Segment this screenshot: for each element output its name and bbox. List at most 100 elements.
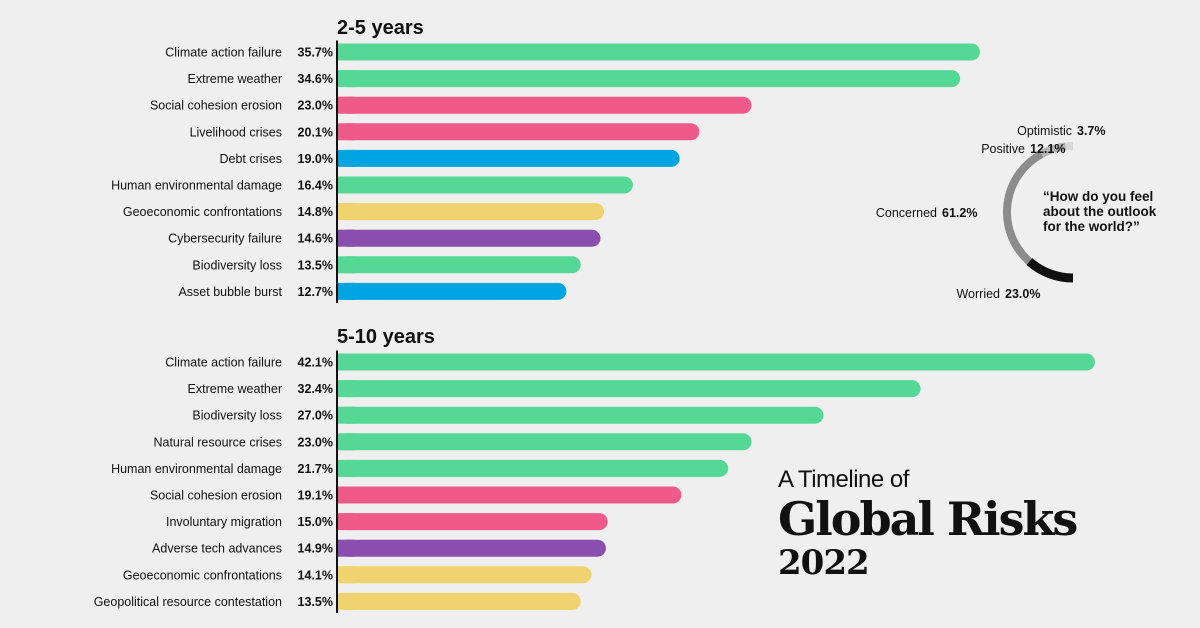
chart1-bar [338, 282, 567, 300]
chart1-title: 2-5 years [337, 17, 424, 39]
chart1-value-label: 19.0% [298, 152, 333, 166]
chart1-bar [338, 176, 633, 194]
chart2-category-label: Biodiversity loss [192, 409, 282, 423]
chart1-value-label: 34.6% [298, 72, 333, 86]
chart1-bar-base [338, 229, 355, 247]
chart1-category-label: Biodiversity loss [192, 258, 282, 272]
chart1-category-label: Asset bubble burst [178, 285, 282, 299]
brand-heading: Global Risks [778, 492, 1078, 546]
brand-title: A Timeline of Global Risks 2022 [778, 466, 1078, 583]
chart1-bar-base [338, 282, 355, 300]
chart1-bar [338, 229, 601, 247]
chart2-bar-base [338, 566, 355, 584]
chart2-value-label: 13.5% [298, 595, 333, 609]
chart2-bar-base [338, 353, 355, 371]
chart1-bar [338, 149, 680, 167]
chart1-bar [338, 70, 961, 88]
chart2-value-label: 27.0% [298, 409, 333, 423]
chart1-bar-base [338, 96, 355, 114]
donut-category-label: Worried [956, 287, 1000, 301]
chart2-category-label: Extreme weather [188, 382, 282, 396]
chart2-value-label: 15.0% [298, 515, 333, 529]
donut-value-label: 23.0% [1005, 287, 1040, 301]
chart2-value-label: 14.1% [298, 568, 333, 582]
donut-question: “How do you feel [1043, 189, 1153, 204]
chart2-bar [338, 353, 1095, 371]
chart2-bar [338, 433, 752, 451]
chart2-bar [338, 592, 581, 610]
brand-subtitle: A Timeline of [778, 466, 909, 493]
chart2-bar-base [338, 433, 355, 451]
chart1-bar [338, 96, 752, 114]
chart2-category-label: Geopolitical resource contestation [94, 595, 282, 609]
chart1-bar-base [338, 70, 355, 88]
chart2-value-label: 42.1% [298, 356, 333, 370]
chart1-category-label: Human environmental damage [111, 179, 282, 193]
chart1-bar-base [338, 176, 355, 194]
chart1-bar [338, 256, 581, 274]
donut-value-label: 61.2% [942, 206, 977, 220]
donut-question: about the outlook [1043, 204, 1157, 219]
chart2-value-label: 32.4% [298, 382, 333, 396]
chart1-value-label: 13.5% [298, 258, 333, 272]
chart2-category-label: Adverse tech advances [152, 542, 282, 556]
chart2-category-label: Natural resource crises [153, 435, 282, 449]
chart2-bar-base [338, 459, 355, 477]
chart2-bar-base [338, 406, 355, 424]
chart1-category-label: Extreme weather [188, 72, 282, 86]
chart2-category-label: Geoeconomic confrontations [123, 568, 282, 582]
chart1-value-label: 12.7% [298, 285, 333, 299]
chart2-bar-base [338, 380, 355, 398]
chart1-bar-base [338, 149, 355, 167]
chart1-value-label: 23.0% [298, 99, 333, 113]
chart2-bar [338, 380, 921, 398]
chart1-category-label: Geoeconomic confrontations [123, 205, 282, 219]
chart2-category-label: Human environmental damage [111, 462, 282, 476]
chart1-bar-base [338, 123, 355, 141]
chart1-value-label: 20.1% [298, 125, 333, 139]
chart1-bar [338, 203, 605, 221]
chart1-category-label: Livelihood crises [190, 125, 282, 139]
donut-slice [1026, 258, 1074, 283]
chart2-bar-base [338, 486, 355, 504]
donut-category-label: Positive [981, 142, 1025, 156]
chart2-bar [338, 406, 824, 424]
chart2-category-label: Involuntary migration [166, 515, 282, 529]
chart2-bar-base [338, 513, 355, 531]
chart2-value-label: 14.9% [298, 542, 333, 556]
chart2-bar [338, 539, 606, 557]
chart2-bar [338, 566, 592, 584]
donut-question: for the world?” [1043, 219, 1140, 234]
chart2-bar [338, 459, 729, 477]
brand-year: 2022 [778, 543, 870, 583]
chart1-value-label: 35.7% [298, 46, 333, 60]
chart1-bar [338, 43, 980, 61]
chart2-bar-base [338, 592, 355, 610]
chart1-category-label: Cybersecurity failure [168, 232, 282, 246]
donut-slice [1039, 142, 1066, 158]
chart2-value-label: 23.0% [298, 435, 333, 449]
chart2-value-label: 19.1% [298, 489, 333, 503]
chart1-bar-base [338, 203, 355, 221]
chart1-category-label: Climate action failure [165, 46, 282, 60]
chart2-category-label: Social cohesion erosion [150, 489, 282, 503]
chart1-bar-base [338, 256, 355, 274]
chart1-value-label: 14.6% [298, 232, 333, 246]
chart1-value-label: 16.4% [298, 179, 333, 193]
donut-value-label: 3.7% [1077, 124, 1106, 138]
chart1-bar [338, 123, 700, 141]
chart2-category-label: Climate action failure [165, 356, 282, 370]
chart2-value-label: 21.7% [298, 462, 333, 476]
chart1-category-label: Debt crises [219, 152, 282, 166]
chart2-bar [338, 486, 682, 504]
chart1-category-label: Social cohesion erosion [150, 99, 282, 113]
chart2-bar [338, 513, 608, 531]
chart1-value-label: 14.8% [298, 205, 333, 219]
chart1-bar-base [338, 43, 355, 61]
donut-value-label: 12.1% [1030, 142, 1065, 156]
donut-category-label: Optimistic [1017, 124, 1072, 138]
chart2-bar-base [338, 539, 355, 557]
donut-category-label: Concerned [876, 206, 937, 220]
